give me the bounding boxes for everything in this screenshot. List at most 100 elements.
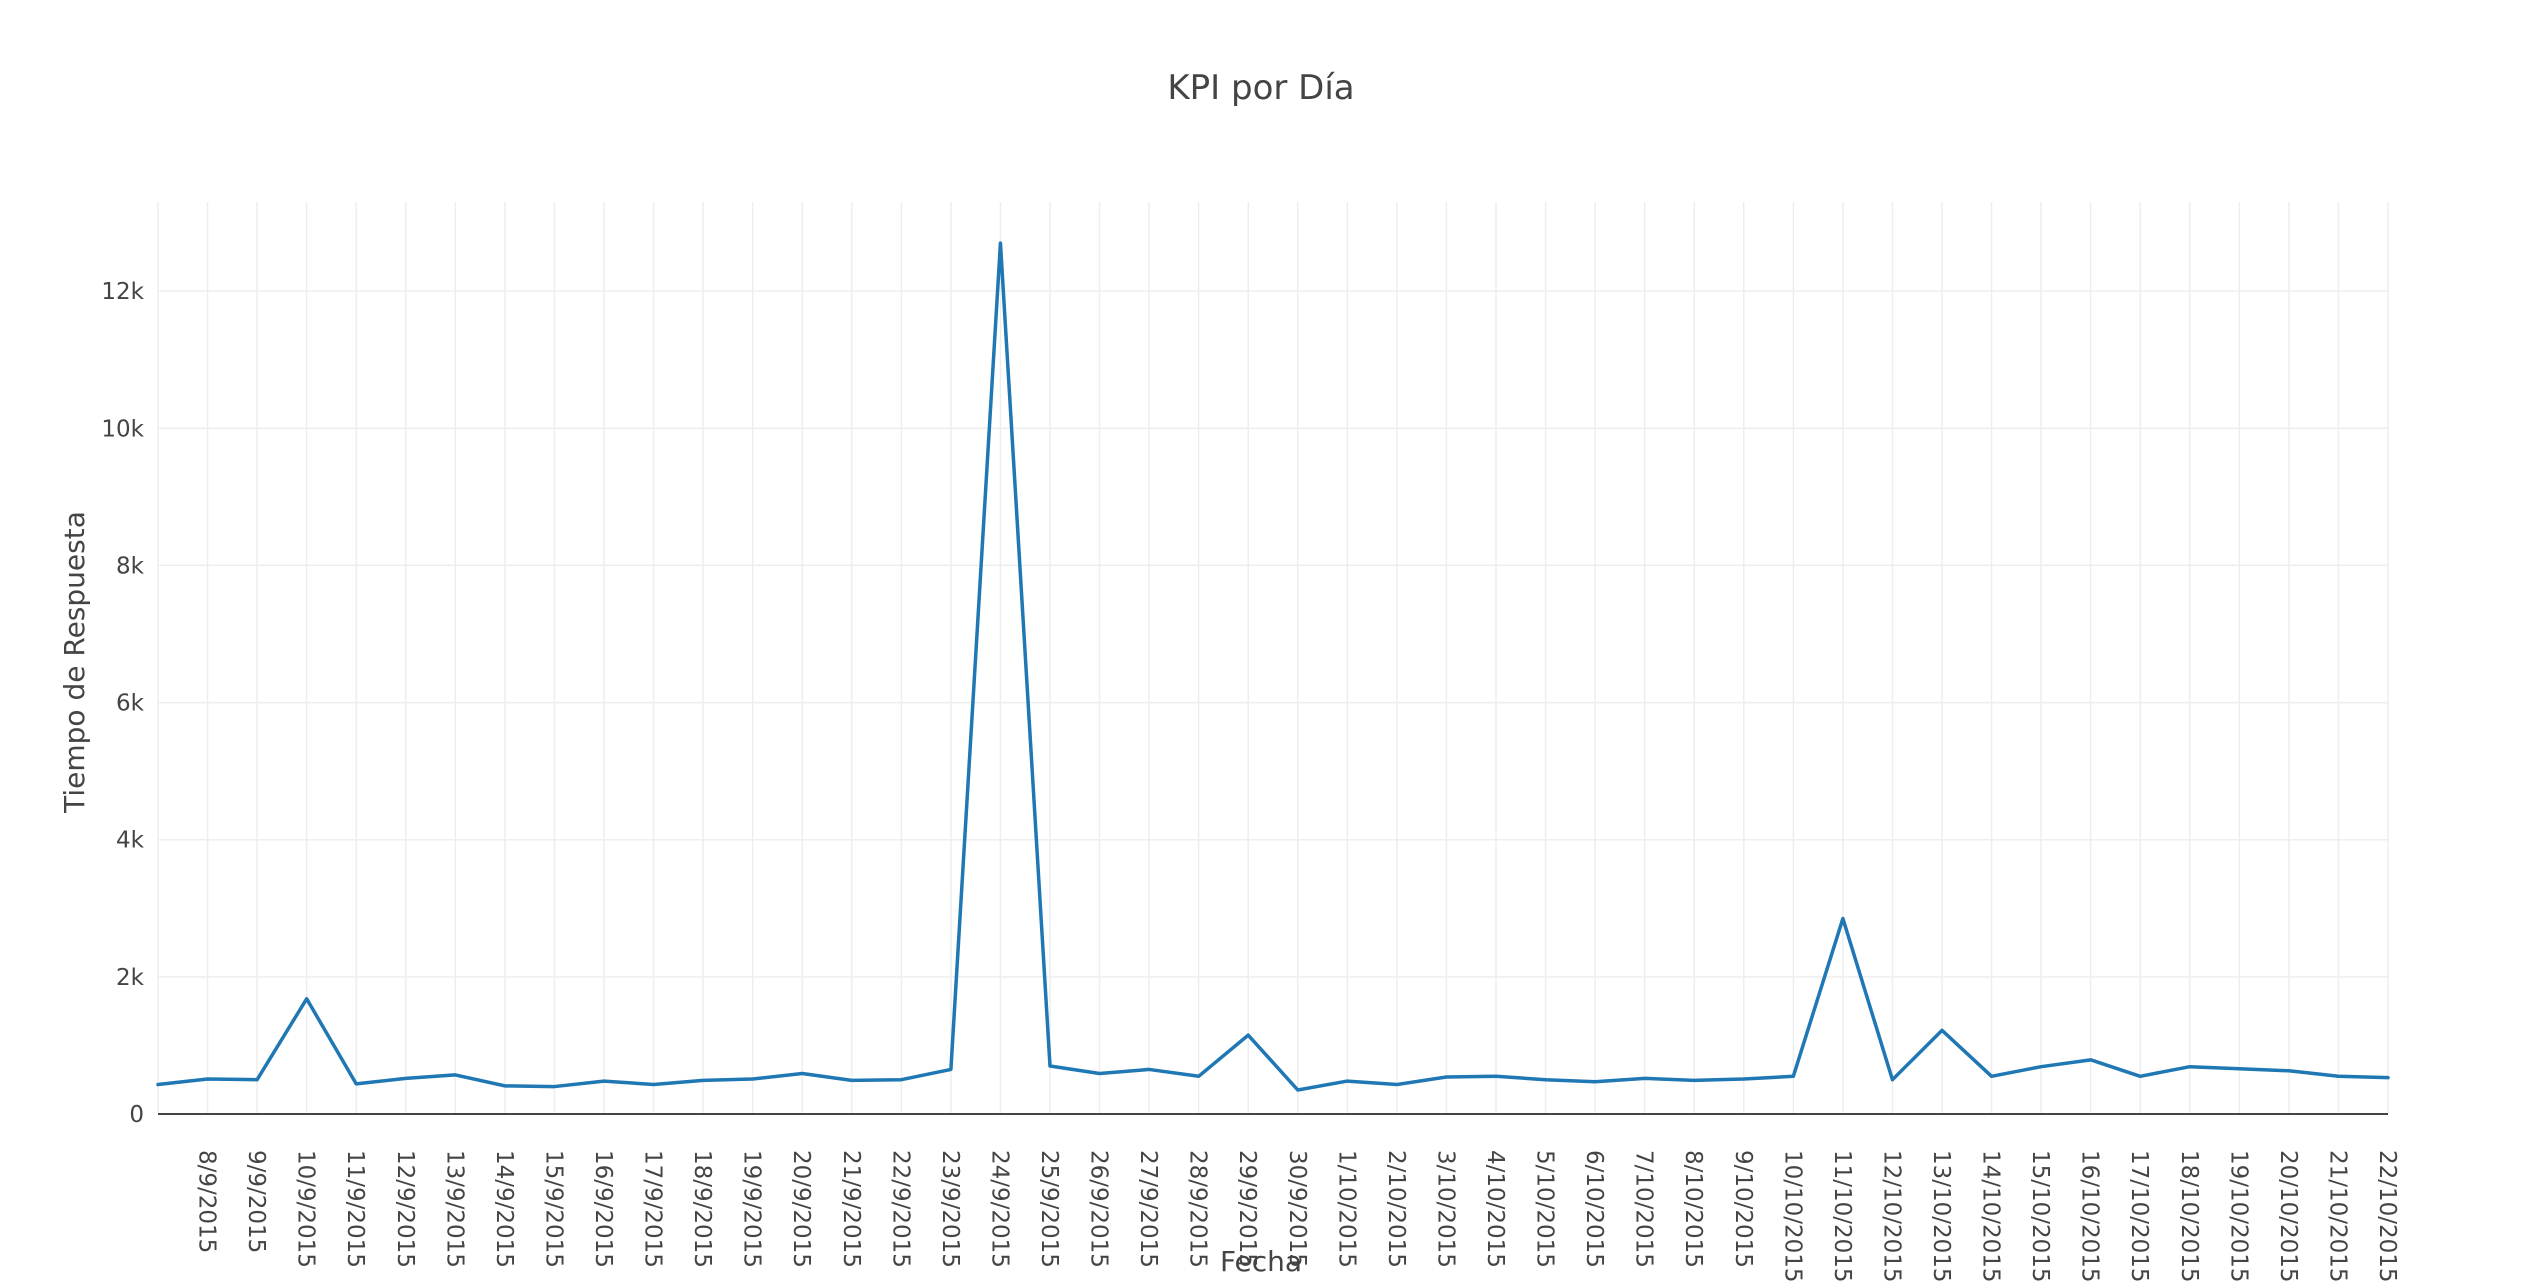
x-tick-label: 18/10/2015 [2176, 1150, 2202, 1283]
x-tick-label: 24/9/2015 [986, 1150, 1012, 1268]
data-point [2088, 1057, 2094, 1063]
chart-title: KPI por Día [1167, 68, 1354, 108]
data-point [750, 1076, 756, 1082]
x-tick-label: 9/9/2015 [243, 1150, 269, 1253]
x-tick-label: 19/9/2015 [739, 1150, 765, 1268]
data-point [601, 1078, 607, 1084]
data-point [1543, 1077, 1549, 1083]
data-point [1047, 1063, 1053, 1069]
x-axis-title: Fecha [1220, 1245, 1302, 1278]
x-tick-label: 20/9/2015 [788, 1150, 814, 1268]
x-tick-label: 21/10/2015 [2324, 1150, 2350, 1283]
data-point [2187, 1064, 2193, 1070]
x-tick-label: 8/9/2015 [194, 1150, 220, 1253]
x-tick-label: 16/9/2015 [590, 1150, 616, 1268]
data-point [1493, 1073, 1499, 1079]
data-point [1592, 1079, 1598, 1085]
y-tick-label: 0 [129, 1102, 144, 1128]
data-point [1741, 1076, 1747, 1082]
y-tick-label: 10k [101, 416, 144, 442]
y-tick-label: 8k [116, 553, 145, 579]
x-tick-label: 17/10/2015 [2126, 1150, 2152, 1283]
x-tick-label: 21/9/2015 [838, 1150, 864, 1268]
data-point [2236, 1066, 2242, 1072]
data-point [849, 1077, 855, 1083]
x-tick-label: 16/10/2015 [2077, 1150, 2103, 1283]
data-point [254, 1077, 260, 1083]
data-point [403, 1075, 409, 1081]
data-point [898, 1077, 904, 1083]
x-tick-label: 8/10/2015 [1680, 1150, 1706, 1268]
data-point [651, 1082, 657, 1088]
data-point [551, 1084, 557, 1090]
data-point [452, 1072, 458, 1078]
data-point [1146, 1066, 1152, 1072]
x-tick-label: 2/10/2015 [1383, 1150, 1409, 1268]
x-tick-label: 19/10/2015 [2225, 1150, 2251, 1283]
data-point [1344, 1078, 1350, 1084]
data-point [2385, 1075, 2391, 1081]
data-point [1295, 1087, 1301, 1093]
data-point [304, 996, 310, 1002]
data-point [1889, 1077, 1895, 1083]
y-tick-label: 6k [116, 691, 145, 717]
labels: KPI por Día Fecha Tiempo de Respuesta [58, 68, 1355, 1278]
y-tick-label: 4k [116, 828, 145, 854]
y-tick-label: 2k [116, 965, 145, 991]
data-point [205, 1076, 211, 1082]
data-point [1443, 1074, 1449, 1080]
data-point [1939, 1027, 1945, 1033]
data-point [1097, 1071, 1103, 1077]
x-tick-label: 11/9/2015 [342, 1150, 368, 1268]
data-point [2286, 1068, 2292, 1074]
data-point [2137, 1073, 2143, 1079]
series [155, 240, 2391, 1093]
x-tick-label: 28/9/2015 [1185, 1150, 1211, 1268]
axes: 0 2k 4k 6k 8k 10k 12k 8/9/2015 9/9/2015 10/9/2015… [101, 279, 2400, 1282]
x-tick-label: 5/10/2015 [1532, 1150, 1558, 1268]
x-tick-label: 20/10/2015 [2275, 1150, 2301, 1283]
x-tick-label: 15/10/2015 [2027, 1150, 2053, 1283]
y-tick-label: 12k [101, 279, 144, 305]
data-point [2038, 1064, 2044, 1070]
x-tick-label: 1/10/2015 [1333, 1150, 1359, 1268]
x-tick-label: 3/10/2015 [1432, 1150, 1458, 1268]
x-tick-label: 30/9/2015 [1284, 1150, 1310, 1268]
data-point [948, 1066, 954, 1072]
x-tick-label: 12/10/2015 [1878, 1150, 1904, 1283]
x-tick-label: 14/9/2015 [491, 1150, 517, 1268]
data-point [1642, 1075, 1648, 1081]
data-point [1790, 1073, 1796, 1079]
x-tick-label: 10/10/2015 [1779, 1150, 1805, 1283]
data-point [799, 1071, 805, 1077]
x-tick-label: 10/9/2015 [293, 1150, 319, 1268]
data-point [1840, 916, 1846, 922]
x-tick-label: 6/10/2015 [1581, 1150, 1607, 1268]
x-tick-label: 23/9/2015 [937, 1150, 963, 1268]
grid [157, 202, 2389, 1114]
data-point [700, 1077, 706, 1083]
x-tick-label: 17/9/2015 [640, 1150, 666, 1268]
data-point [1691, 1077, 1697, 1083]
x-tick-label: 4/10/2015 [1482, 1150, 1508, 1268]
x-tick-label: 27/9/2015 [1135, 1150, 1161, 1268]
x-tick-label: 22/10/2015 [2374, 1150, 2400, 1283]
x-tick-label: 29/9/2015 [1234, 1150, 1260, 1268]
x-tick-label: 11/10/2015 [1829, 1150, 1855, 1283]
x-tick-label: 26/9/2015 [1086, 1150, 1112, 1268]
x-tick-label: 13/10/2015 [1928, 1150, 1954, 1283]
data-point [2335, 1073, 2341, 1079]
x-tick-label: 22/9/2015 [887, 1150, 913, 1268]
x-tick-label: 15/9/2015 [540, 1150, 566, 1268]
x-tick-label: 9/10/2015 [1730, 1150, 1756, 1268]
data-point [1245, 1032, 1251, 1038]
series-line-kpi [156, 241, 2390, 1092]
x-tick-label: 7/10/2015 [1631, 1150, 1657, 1268]
x-tick-label: 18/9/2015 [689, 1150, 715, 1268]
data-point [997, 240, 1003, 246]
data-point [155, 1082, 161, 1088]
data-point [1394, 1082, 1400, 1088]
x-tick-label: 25/9/2015 [1036, 1150, 1062, 1268]
y-axis-title: Tiempo de Respuesta [58, 511, 91, 814]
